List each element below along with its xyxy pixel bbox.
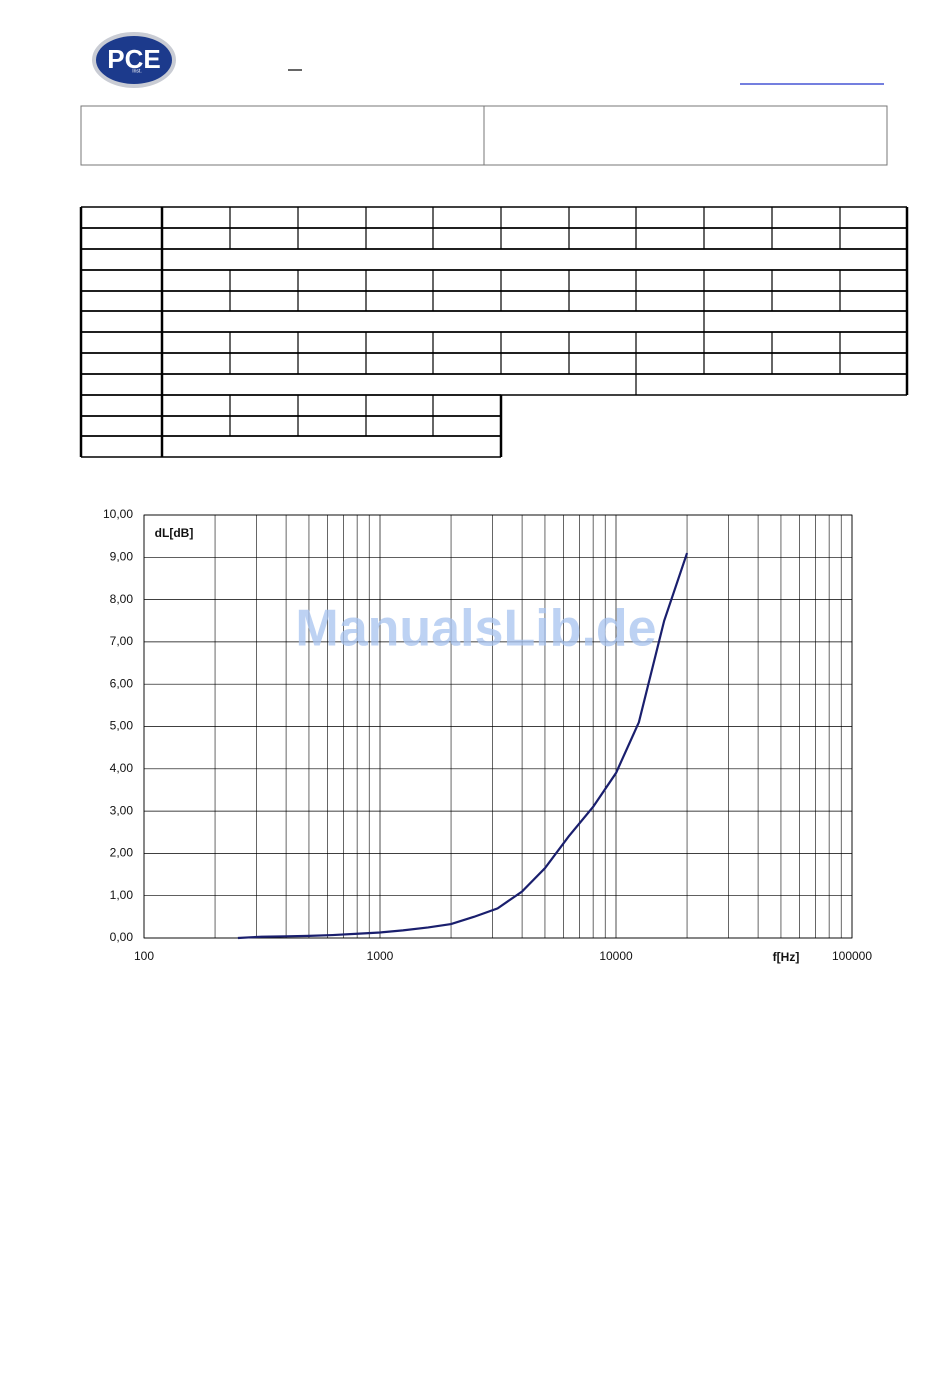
- watermark: ManualsLib.de: [295, 600, 656, 658]
- logo-text: PCE: [107, 44, 160, 74]
- x-tick-label: 100000: [832, 949, 872, 963]
- x-axis-label: f[Hz]: [773, 950, 800, 964]
- x-tick-label: 1000: [367, 949, 394, 963]
- x-tick-label: 10000: [599, 949, 633, 963]
- y-tick-label: 1,00: [110, 888, 134, 902]
- y-tick-label: 4,00: [110, 761, 134, 775]
- logo-sub: Inst.: [132, 68, 141, 74]
- x-tick-label: 100: [134, 949, 154, 963]
- logo: [96, 36, 172, 84]
- y-tick-label: 8,00: [110, 592, 134, 606]
- y-tick-label: 6,00: [110, 676, 134, 690]
- y-tick-label: 3,00: [110, 803, 134, 817]
- table: [79, 206, 909, 458]
- y-tick-label: 7,00: [110, 634, 134, 648]
- y-tick-label: 5,00: [110, 719, 134, 733]
- y-tick-label: 2,00: [110, 846, 134, 860]
- y-axis-label: dL[dB]: [155, 526, 194, 540]
- y-tick-label: 9,00: [110, 549, 134, 563]
- data-line: [237, 552, 689, 940]
- y-tick-label: 10,00: [103, 507, 133, 521]
- plot-frame: [143, 514, 853, 939]
- y-tick-label: 0,00: [110, 930, 134, 944]
